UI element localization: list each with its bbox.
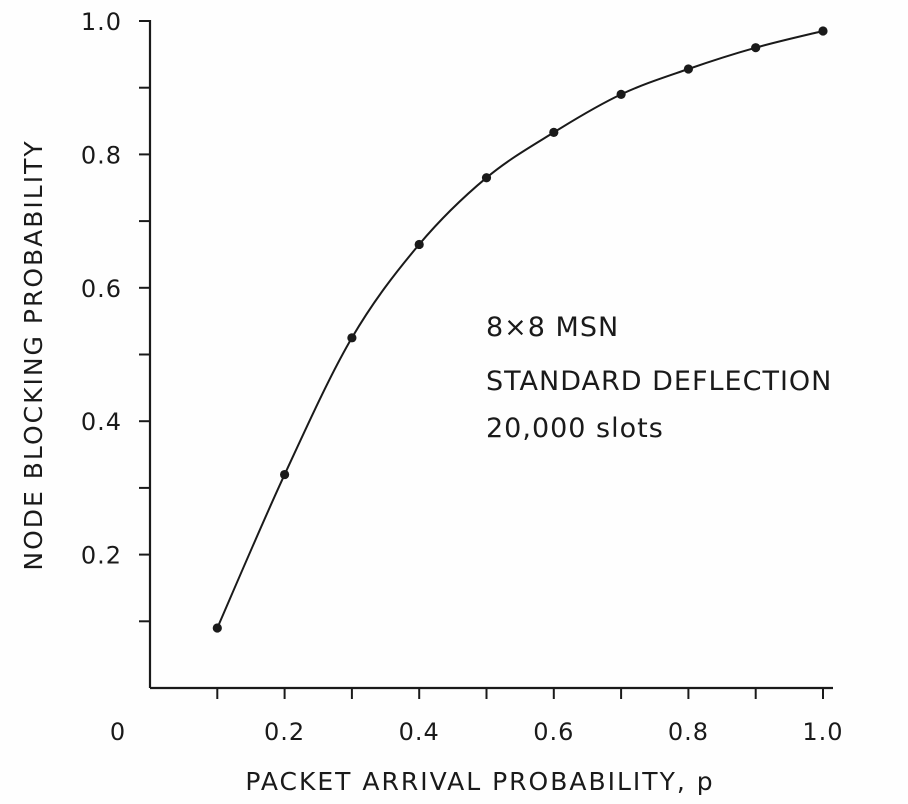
x-tick-label: 0.6 — [533, 718, 574, 746]
x-tick-label: 0.4 — [399, 718, 440, 746]
data-point — [212, 623, 222, 633]
x-tick-label: 0.8 — [668, 718, 709, 746]
y-tick-label: 1.0 — [81, 8, 122, 36]
data-point — [751, 43, 761, 53]
tick-marks — [139, 20, 824, 699]
x-tick-label: 1.0 — [802, 718, 843, 746]
annotation-network-label: 8×8 MSN — [486, 312, 619, 343]
annotation-block: 8×8 MSN STANDARD DEFLECTION 20,000 slots — [486, 312, 832, 444]
data-point — [818, 26, 828, 36]
data-point — [280, 469, 290, 480]
data-point — [549, 127, 559, 137]
y-tick-label: 0.2 — [81, 542, 122, 570]
annotation-routing-label: STANDARD DEFLECTION — [486, 366, 832, 397]
y-tick-label: 0.6 — [81, 275, 122, 303]
y-axis-title: NODE BLOCKING PROBABILITY — [19, 139, 48, 570]
data-point — [481, 173, 492, 183]
x-axis-title: PACKET ARRIVAL PROBABILITY, p — [245, 767, 714, 796]
axes — [148, 20, 833, 690]
x-tick-label-origin: 0 — [110, 718, 126, 746]
y-tick-label: 0.4 — [81, 408, 122, 436]
annotation-slots-label: 20,000 slots — [486, 413, 664, 444]
data-point — [414, 239, 424, 250]
data-point — [347, 333, 357, 343]
data-point — [616, 89, 626, 99]
y-tick-label: 0.8 — [81, 141, 122, 169]
x-tick-label: 0.2 — [264, 718, 305, 746]
tick-labels: 0 0.2 0.4 0.6 0.8 1.0 0.2 0.4 0.6 0.8 1.0 — [81, 8, 843, 746]
data-point — [683, 64, 694, 74]
data-points — [212, 26, 828, 633]
